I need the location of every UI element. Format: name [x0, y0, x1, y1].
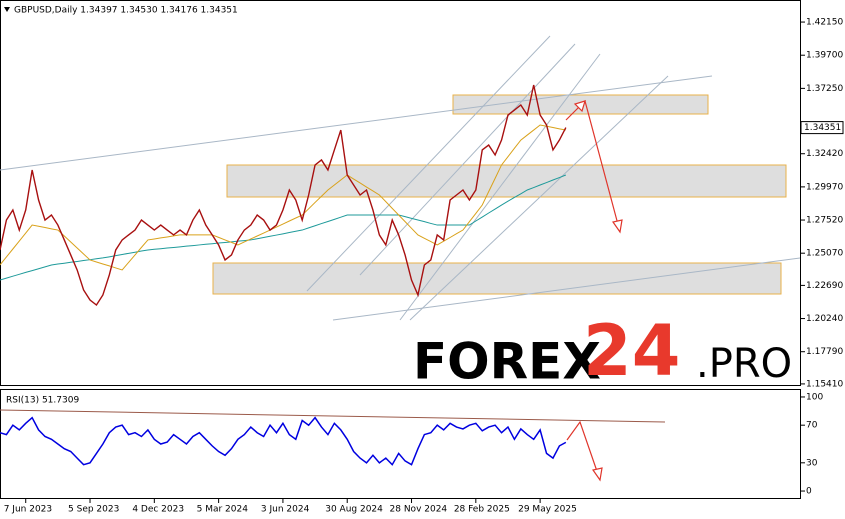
trend-line — [359, 43, 576, 276]
y-tick-label: 1.17790 — [806, 347, 843, 357]
y-tick-label: 1.42150 — [806, 18, 843, 28]
watermark-number: 24 — [583, 310, 680, 392]
x-tick-label: 29 May 2025 — [518, 505, 577, 515]
trend-line — [306, 35, 551, 292]
rsi-tick-label: 30 — [806, 458, 818, 468]
y-tick-label: 1.32420 — [806, 149, 843, 159]
y-tick-label: 1.37250 — [806, 84, 843, 94]
arrow-head — [573, 100, 586, 113]
x-tick-label: 5 Sep 2023 — [68, 505, 119, 515]
x-tick-label: 30 Aug 2024 — [325, 505, 383, 515]
watermark-suffix: .PRO — [696, 341, 792, 387]
middle-zone — [226, 164, 787, 198]
chart-title: GBPUSD,Daily 1.34397 1.34530 1.34176 1.3… — [14, 6, 238, 16]
trend-line — [332, 257, 801, 321]
arrow-head — [611, 219, 623, 234]
x-tick-label: 28 Nov 2024 — [390, 505, 448, 515]
x-tick-label: 7 Jun 2023 — [4, 505, 52, 515]
x-tick-label: 4 Dec 2023 — [132, 505, 184, 515]
rsi-trend-line — [0, 409, 666, 423]
support-zone — [212, 262, 782, 295]
y-tick-label: 1.39700 — [806, 51, 843, 61]
series-line — [0, 174, 567, 281]
watermark-text: FOREX — [413, 333, 601, 391]
y-tick-label: 1.20240 — [806, 314, 843, 324]
forecast-arrow — [566, 420, 601, 481]
trend-line — [0, 75, 713, 171]
trend-line — [399, 53, 601, 321]
trend-line — [409, 75, 669, 321]
y-tick-label: 1.27520 — [806, 216, 843, 226]
y-tick-label: 1.22690 — [806, 281, 843, 291]
y-tick-label: 1.15410 — [806, 379, 843, 389]
last-price-label: 1.34351 — [804, 123, 841, 133]
series-line — [0, 84, 567, 307]
arrow-head — [591, 467, 603, 482]
zones — [212, 94, 787, 295]
rsi-tick-label: 0 — [806, 487, 812, 497]
series-line — [0, 124, 566, 271]
x-tick-label: 28 Feb 2025 — [454, 505, 510, 515]
forecast-arrows — [565, 99, 623, 482]
rsi-tick-label: 70 — [806, 421, 818, 431]
last-price-box — [800, 121, 844, 135]
x-tick-label: 3 Jun 2024 — [261, 505, 310, 515]
rsi-tick-label: 100 — [806, 392, 823, 402]
trend-lines — [0, 35, 801, 321]
series-line — [0, 416, 567, 466]
rsi-panel — [0, 389, 801, 499]
x-tick-label: 5 Mar 2024 — [197, 505, 249, 515]
y-tick-label: 1.29970 — [806, 182, 843, 192]
y-tick-label: 1.25070 — [806, 249, 843, 259]
watermark: FOREX 24 .PRO — [413, 310, 792, 392]
series-layer — [0, 84, 567, 466]
title-icon — [4, 7, 10, 12]
rsi-title: RSI(13) 51.7309 — [6, 396, 79, 406]
